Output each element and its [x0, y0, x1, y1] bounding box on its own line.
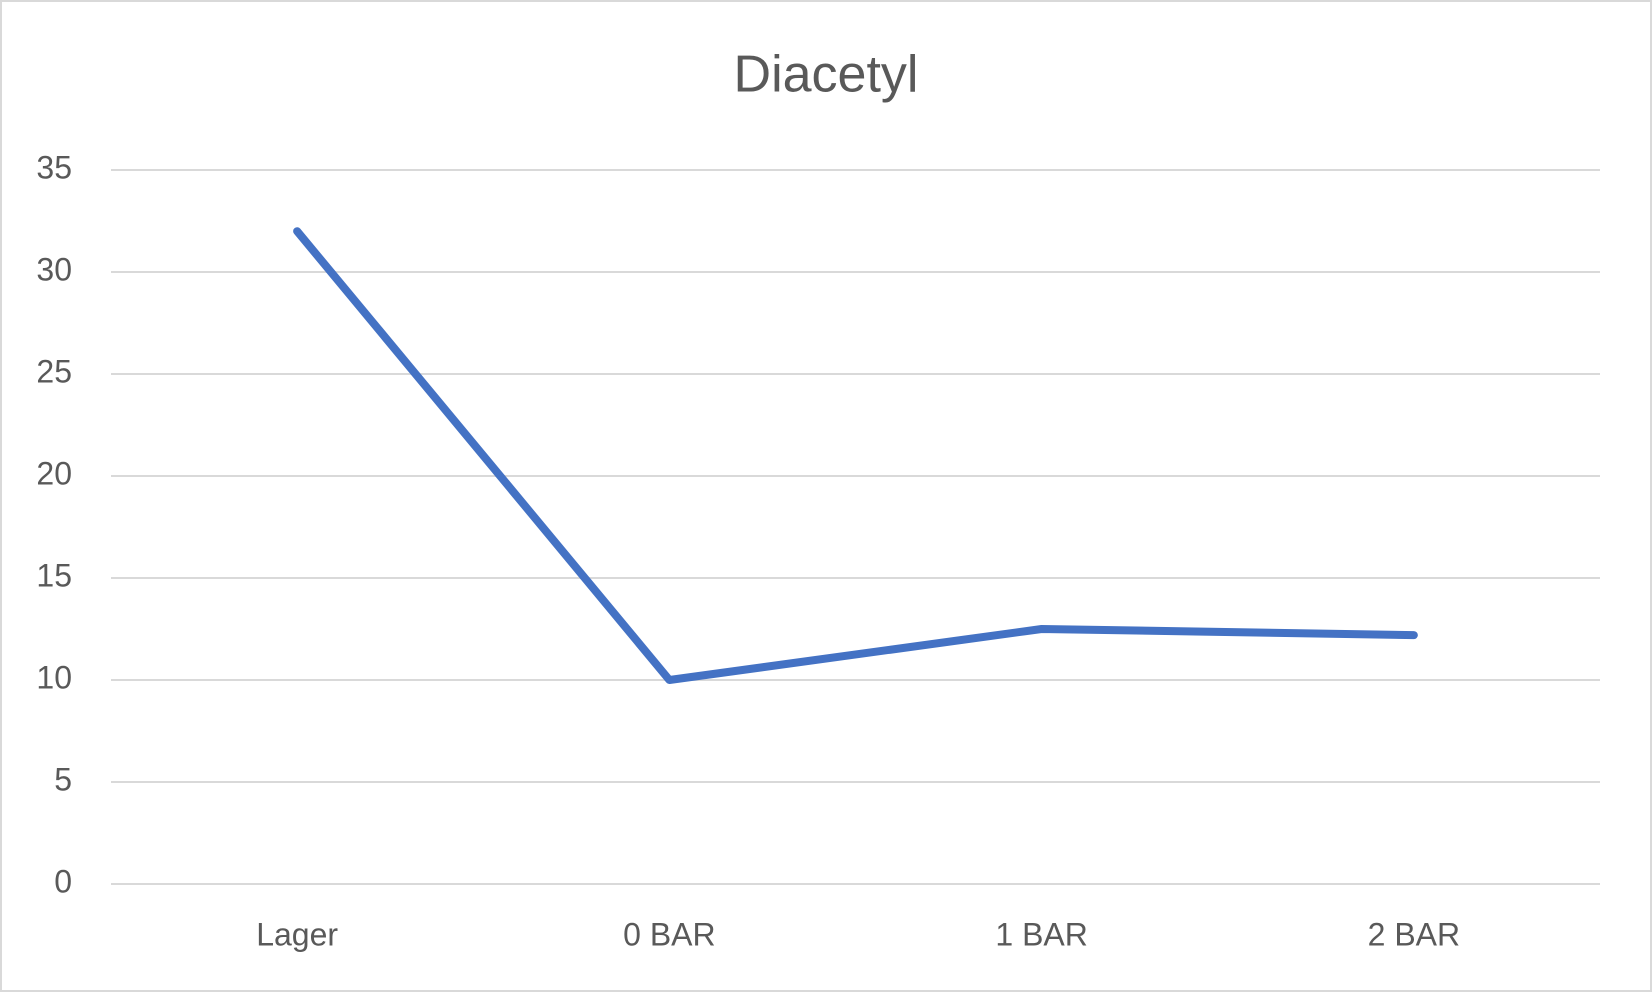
y-tick-label: 30 — [36, 251, 72, 287]
y-tick-label: 20 — [36, 455, 72, 491]
chart-title: Diacetyl — [734, 46, 919, 104]
line — [293, 227, 1418, 684]
x-tick-label: 2 BAR — [1368, 916, 1460, 952]
x-tick-label: Lager — [256, 916, 338, 952]
x-tick-label: 1 BAR — [995, 916, 1087, 952]
y-tick-label: 10 — [36, 659, 72, 695]
y-tick-label: 25 — [36, 353, 72, 389]
y-tick-label: 0 — [54, 863, 72, 899]
x-tick-label: 0 BAR — [623, 916, 715, 952]
y-tick-label: 15 — [36, 557, 72, 593]
y-tick-label: 35 — [36, 149, 72, 185]
y-tick-label: 5 — [54, 761, 72, 797]
